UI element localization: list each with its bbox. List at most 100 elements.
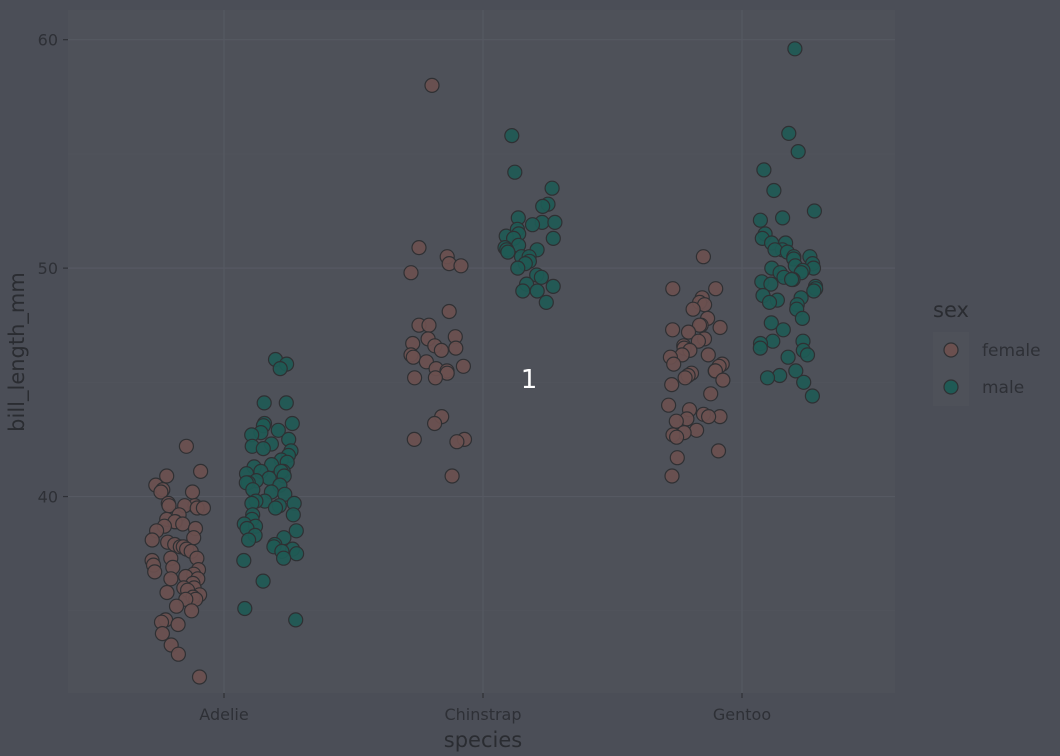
x-axis-title: species: [444, 728, 522, 752]
point-female-adelie: [147, 564, 163, 580]
point-male-adelie: [236, 552, 252, 569]
legend-title: sex: [933, 298, 969, 322]
point-male-adelie: [288, 523, 304, 539]
point-male-adelie: [278, 395, 294, 411]
point-male-gentoo: [763, 276, 779, 292]
x-tick-label: Adelie: [199, 705, 248, 724]
point-male-adelie: [276, 550, 292, 566]
point-female-adelie: [163, 571, 179, 587]
point-male-chinstrap: [529, 283, 545, 299]
point-male-gentoo: [763, 315, 779, 331]
point-female-adelie: [144, 532, 160, 548]
point-male-gentoo: [781, 125, 797, 141]
point-female-chinstrap: [405, 349, 421, 365]
point-male-gentoo: [780, 349, 796, 365]
x-axis: Adelie Chinstrap Gentoo: [199, 693, 771, 724]
point-male-gentoo: [796, 374, 812, 390]
point-female-adelie: [175, 516, 191, 532]
point-female-chinstrap: [421, 317, 437, 333]
point-female-adelie: [159, 468, 175, 484]
point-female-gentoo: [700, 409, 717, 425]
point-female-gentoo: [665, 281, 681, 297]
point-male-gentoo: [806, 283, 822, 299]
y-tick-label: 50: [38, 259, 58, 278]
point-male-chinstrap: [500, 244, 516, 260]
point-female-chinstrap: [448, 340, 464, 356]
point-male-gentoo: [772, 367, 788, 384]
point-male-gentoo: [761, 294, 778, 310]
point-male-gentoo: [774, 210, 791, 226]
y-tick-label: 40: [38, 488, 58, 507]
point-male-adelie: [237, 600, 253, 617]
point-male-chinstrap: [544, 180, 560, 196]
point-male-gentoo: [794, 310, 811, 326]
point-female-gentoo: [700, 347, 716, 363]
point-male-adelie: [284, 415, 300, 432]
point-male-chinstrap: [545, 230, 561, 246]
point-female-chinstrap: [427, 370, 443, 386]
point-female-adelie: [168, 598, 185, 614]
point-female-chinstrap: [453, 258, 469, 274]
point-female-gentoo: [708, 281, 724, 297]
data-points: [144, 41, 824, 685]
point-male-adelie: [256, 395, 272, 411]
point-female-gentoo: [680, 324, 697, 340]
point-male-gentoo: [767, 242, 783, 258]
legend-key-male: [943, 379, 959, 395]
point-male-chinstrap: [547, 214, 563, 230]
x-tick-label: Gentoo: [713, 705, 771, 724]
point-female-gentoo: [677, 370, 693, 386]
point-female-adelie: [191, 669, 208, 685]
point-male-chinstrap: [510, 260, 526, 276]
point-male-gentoo: [756, 162, 772, 178]
point-female-adelie: [170, 616, 186, 633]
y-axis: 40 50 60: [38, 31, 68, 507]
point-male-gentoo: [766, 182, 782, 199]
point-male-chinstrap: [524, 217, 541, 233]
point-female-adelie: [193, 463, 209, 479]
point-female-adelie: [159, 584, 175, 601]
point-female-adelie: [153, 484, 169, 500]
point-male-gentoo: [783, 271, 800, 288]
y-axis-title: bill_length_mm: [5, 272, 30, 432]
point-male-adelie: [270, 422, 286, 438]
point-male-gentoo: [799, 347, 816, 363]
point-male-gentoo: [790, 144, 806, 160]
point-male-adelie: [241, 532, 257, 548]
point-male-adelie: [289, 546, 305, 562]
y-tick-label: 60: [38, 31, 58, 50]
grid-lines: [68, 10, 895, 693]
point-female-gentoo: [664, 468, 680, 484]
point-female-chinstrap: [433, 342, 449, 358]
point-female-gentoo: [703, 386, 719, 402]
legend: sex female male: [933, 298, 1041, 406]
point-male-adelie: [255, 573, 271, 589]
overlay-annotation: 1: [521, 365, 538, 395]
point-female-gentoo: [668, 429, 685, 445]
point-male-chinstrap: [545, 278, 561, 294]
point-male-chinstrap: [533, 269, 550, 285]
point-male-gentoo: [752, 340, 768, 356]
point-female-chinstrap: [403, 265, 419, 281]
point-male-gentoo: [788, 363, 804, 379]
point-male-adelie: [285, 507, 301, 523]
point-male-chinstrap: [535, 198, 551, 214]
point-female-adelie: [154, 625, 170, 642]
legend-label-male: male: [982, 378, 1024, 398]
legend-key-female: [943, 342, 959, 358]
point-male-adelie: [267, 500, 284, 516]
point-female-gentoo: [660, 397, 677, 413]
point-female-gentoo: [688, 422, 705, 438]
point-male-gentoo: [787, 41, 803, 57]
point-female-chinstrap: [449, 434, 465, 450]
point-female-chinstrap: [424, 77, 440, 94]
point-female-gentoo: [710, 443, 727, 459]
point-female-chinstrap: [406, 431, 422, 447]
point-female-chinstrap: [411, 240, 427, 256]
point-male-adelie: [272, 361, 288, 377]
point-male-gentoo: [806, 203, 823, 219]
point-female-chinstrap: [455, 358, 471, 374]
point-male-gentoo: [804, 388, 821, 404]
point-male-gentoo: [775, 322, 791, 338]
x-tick-label: Chinstrap: [444, 705, 521, 724]
